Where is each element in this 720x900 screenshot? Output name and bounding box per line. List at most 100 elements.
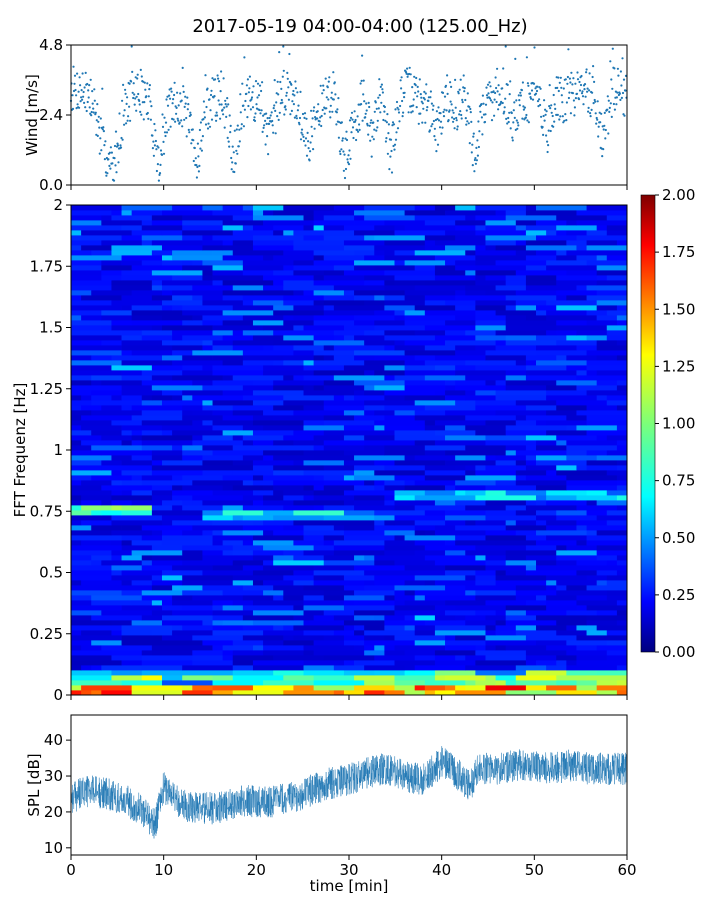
- spectrogram-cell: [404, 650, 436, 656]
- spectrogram-cell: [141, 650, 153, 656]
- spectrogram-cell: [263, 485, 274, 491]
- wind-point: [480, 103, 483, 106]
- spectrogram-cell: [354, 265, 375, 271]
- spectrogram-cell: [576, 520, 608, 526]
- spectrogram-cell: [434, 525, 456, 531]
- spectrogram-cell: [283, 315, 294, 321]
- spectrogram-cell: [71, 565, 112, 571]
- wind-point: [220, 103, 223, 106]
- spectrogram-cell: [586, 605, 628, 611]
- spectrogram-cell: [475, 245, 486, 251]
- spectrogram-cell: [576, 685, 598, 691]
- wind-point: [269, 114, 272, 117]
- spectrogram-cell: [303, 375, 335, 381]
- spectrogram-cell: [172, 475, 183, 481]
- spectrogram-cell: [202, 240, 224, 246]
- spectrogram-cell: [394, 260, 405, 266]
- wind-point: [302, 135, 305, 138]
- spectrogram-cell: [131, 490, 153, 496]
- wind-point: [386, 152, 389, 155]
- wind-point: [170, 87, 173, 90]
- spectrogram-cell: [596, 570, 618, 576]
- wind-point: [465, 123, 468, 126]
- spectrogram-cell: [71, 390, 92, 396]
- spectrogram-cell: [424, 595, 476, 601]
- spectrogram-cell: [556, 515, 598, 521]
- spectrogram-cell: [202, 315, 244, 321]
- spectrogram-cell: [485, 220, 517, 226]
- wind-point: [89, 78, 92, 81]
- spectrogram-cell: [323, 445, 365, 451]
- wind-point: [362, 93, 365, 96]
- spectrogram-cell: [182, 550, 203, 556]
- spectrogram-cell: [111, 550, 133, 556]
- spectrogram-cell: [252, 490, 274, 496]
- wind-point: [370, 119, 373, 122]
- wind-point: [262, 114, 265, 117]
- spectrogram-cell: [576, 605, 587, 611]
- spectrogram-cell: [354, 335, 385, 341]
- wind-point: [469, 111, 472, 114]
- spectrogram-cell: [283, 675, 315, 681]
- wind-point: [172, 98, 175, 101]
- spectrogram-cell: [616, 240, 628, 246]
- spectrogram-cell: [424, 510, 446, 516]
- spectrogram-cell: [252, 300, 284, 306]
- spectrogram-cell: [242, 260, 294, 266]
- spectrogram-cell: [536, 275, 557, 281]
- spectrogram-cell: [71, 560, 92, 566]
- wind-point: [169, 97, 172, 100]
- wind-point: [373, 110, 376, 113]
- spectrogram-cell: [556, 255, 577, 261]
- spectrogram-cell: [556, 690, 598, 696]
- wind-point: [504, 45, 507, 48]
- spectrogram-cell: [232, 660, 254, 666]
- spectrogram-cell: [121, 255, 163, 261]
- wind-point: [374, 101, 377, 104]
- spectrogram-cell: [141, 670, 183, 676]
- wind-point: [165, 131, 169, 134]
- wind-point: [610, 115, 613, 118]
- spectrogram-cell: [606, 580, 628, 586]
- wind-point: [265, 112, 268, 115]
- spectrogram-cell: [374, 265, 416, 271]
- spectrogram-cell: [283, 265, 294, 271]
- spectrogram-cell: [212, 600, 234, 606]
- spectrogram-cell: [212, 680, 264, 686]
- spectrogram-cell: [91, 355, 112, 361]
- spectrogram-cell: [586, 365, 628, 371]
- spectrogram-cell: [212, 270, 244, 276]
- spectrogram-cell: [242, 440, 254, 446]
- spectrogram-cell: [606, 450, 628, 456]
- spectrogram-cell: [505, 280, 527, 286]
- spectrogram-cell: [354, 260, 395, 266]
- wind-point: [575, 92, 579, 95]
- spectrogram-cell: [283, 330, 335, 336]
- wind-point: [189, 113, 192, 116]
- spectrogram-cell: [384, 620, 426, 626]
- wind-point: [273, 104, 276, 107]
- spectrogram-cell: [252, 290, 294, 296]
- wind-point: [216, 74, 219, 77]
- spectrogram-cell: [384, 250, 395, 256]
- wind-point: [78, 76, 81, 79]
- spectrogram-cell: [546, 470, 557, 476]
- wind-point: [93, 99, 96, 102]
- spectrogram-cell: [111, 480, 122, 486]
- spectrogram-cell: [111, 455, 133, 461]
- spectrogram-cell: [576, 680, 598, 686]
- wind-point: [209, 109, 212, 112]
- spectrogram-cell: [394, 610, 446, 616]
- wind-point: [494, 91, 497, 95]
- wind-point: [132, 96, 135, 100]
- spectrogram-cell: [394, 505, 416, 511]
- spectrogram-cell: [343, 490, 395, 496]
- wind-point: [354, 118, 357, 122]
- spectrogram-cell: [232, 515, 244, 521]
- spectrogram-cell: [495, 575, 547, 581]
- wind-point: [508, 93, 511, 96]
- spectrogram-cell: [465, 655, 486, 661]
- spectrogram-cell: [91, 640, 122, 646]
- spectrogram-cell: [212, 330, 234, 336]
- wind-point: [175, 112, 178, 115]
